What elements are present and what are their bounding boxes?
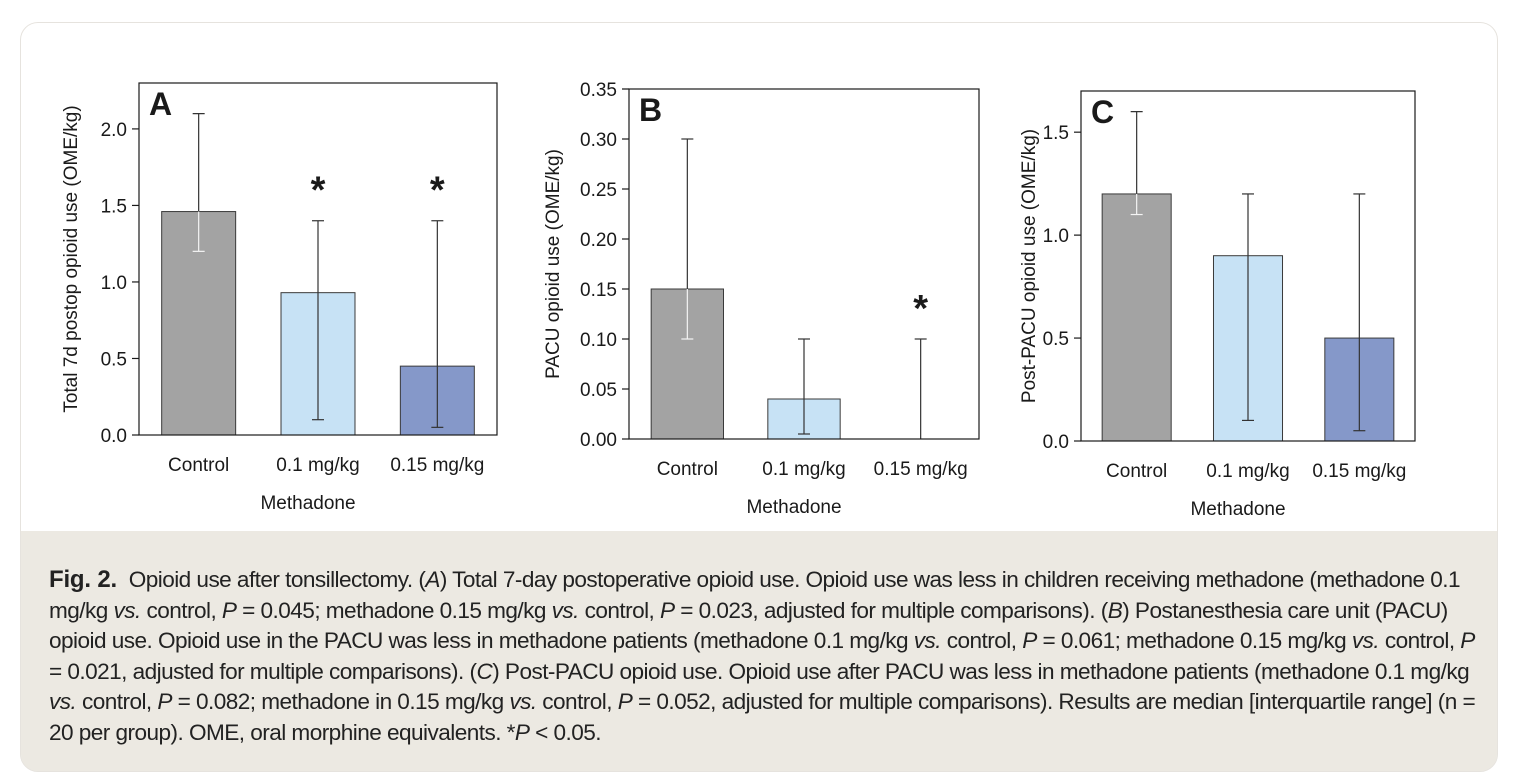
chart-panel-b: 0.00 0.05 0.10 0.15 0.20 0.25 0.30 0.35 Control 0… [543,80,980,518]
x-axis-title: Methadone [260,493,355,514]
significance-star: * [311,170,326,212]
y-tick-label: 1.0 [1043,226,1069,247]
y-tick-label: 0.35 [580,80,617,101]
plot-frame [1080,90,1416,442]
panel-label: A [149,86,172,122]
x-tick-label: Control [1106,461,1167,482]
x-tick-label: Control [168,455,229,476]
x-tick-label: 0.1 mg/kg [762,459,845,480]
bar [1101,193,1172,442]
x-axis-title: Methadone [1190,499,1285,520]
y-tick-label: 0.15 [580,280,617,301]
figure-caption: Fig. 2. Opioid use after tonsillectomy. … [49,565,1479,749]
y-tick-label: 0.0 [1043,432,1069,453]
chart-panel-a: 0.0 0.5 1.0 1.5 2.0 Control * 0.1 mg/kg * 0.15 mg… [61,82,498,514]
y-tick-label: 1.5 [1043,123,1069,144]
caption-text: Opioid use after tonsillectomy. (A) Tota… [49,567,1476,745]
y-tick-label: 0.20 [580,230,617,251]
caption-band: Fig. 2. Opioid use after tonsillectomy. … [21,531,1497,771]
x-tick-label: 0.15 mg/kg [874,459,968,480]
y-tick-label: 0.5 [101,349,127,370]
y-tick-label: 0.30 [580,130,617,151]
x-axis-title: Methadone [746,497,841,518]
y-tick-label: 0.25 [580,180,617,201]
panel-label: C [1091,94,1114,130]
x-tick-label: Control [657,459,718,480]
y-tick-label: 0.00 [580,430,617,451]
y-axis-title: PACU opioid use (OME/kg) [543,149,564,379]
panel-label: B [639,92,662,128]
y-tick-label: 0.5 [1043,329,1069,350]
y-tick-label: 0.05 [580,380,617,401]
y-tick-label: 0.0 [101,426,127,447]
y-axis-title: Total 7d postop opioid use (OME/kg) [61,105,82,412]
y-axis-title: Post-PACU opioid use (OME/kg) [1019,129,1040,403]
y-tick-label: 2.0 [101,120,127,141]
significance-star: * [430,170,445,212]
plot-frame [138,82,498,436]
y-tick-label: 1.0 [101,273,127,294]
significance-star: * [913,288,928,330]
y-tick-label: 0.10 [580,330,617,351]
figure-label: Fig. 2. [49,566,117,593]
plot-frame [628,88,980,440]
figure-frame: 0.0 0.5 1.0 1.5 2.0 Control * 0.1 mg/kg * 0.15 mg… [20,22,1498,772]
x-tick-label: 0.1 mg/kg [1206,461,1289,482]
x-tick-label: 0.15 mg/kg [390,455,484,476]
x-tick-label: 0.1 mg/kg [276,455,359,476]
y-tick-label: 1.5 [101,196,127,217]
chart-panel-c: 0.0 0.5 1.0 1.5 Control 0.1 mg/kg 0.15 mg/kg C M… [1019,90,1416,520]
figure-panel: 0.0 0.5 1.0 1.5 2.0 Control * 0.1 mg/kg * 0.15 mg… [21,23,1497,531]
x-tick-label: 0.15 mg/kg [1312,461,1406,482]
